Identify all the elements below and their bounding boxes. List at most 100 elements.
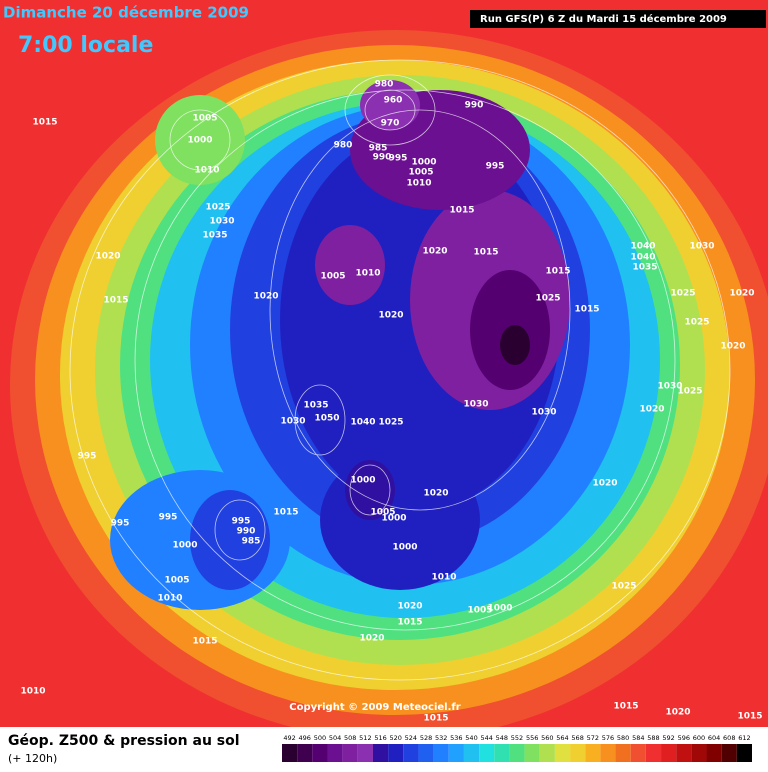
legend-swatch: [282, 744, 298, 762]
isobar-label: 995: [232, 517, 251, 527]
isobar-label: 995: [78, 452, 97, 462]
isobar-label: 1040: [630, 242, 655, 252]
legend-swatch: [494, 744, 510, 762]
legend-swatch: [736, 744, 752, 762]
isobar-label: 1010: [355, 269, 380, 279]
isobar-label: 1025: [205, 203, 230, 213]
legend-label: 508: [344, 734, 356, 742]
legend-label: 568: [571, 734, 583, 742]
isobar-label: 1050: [314, 414, 339, 424]
isobar-label: 1000: [411, 158, 436, 168]
isobar-label: 1025: [677, 387, 702, 397]
legend-label: 592: [662, 734, 674, 742]
run-box: [470, 10, 766, 28]
isobar-label: 1020: [95, 252, 120, 262]
legend-label: 532: [435, 734, 447, 742]
legend-label: 556: [526, 734, 538, 742]
isobar-label: 1010: [157, 594, 182, 604]
isobar-label: 1005: [164, 576, 189, 586]
isobar-label: 1015: [574, 305, 599, 315]
isobar-label: 1020: [253, 292, 278, 302]
isobar-label: 1015: [545, 267, 570, 277]
legend-label: 612: [738, 734, 750, 742]
isobar-label: 995: [389, 154, 408, 164]
legend-label: 536: [450, 734, 462, 742]
legend-label: 500: [314, 734, 326, 742]
legend-swatch: [524, 744, 540, 762]
isobar-label: 985: [369, 144, 388, 154]
legend-swatch: [372, 744, 389, 762]
legend-label: 596: [678, 734, 690, 742]
legend-label: 576: [602, 734, 614, 742]
isobar-label: 1020: [397, 602, 422, 612]
isobar-label: 1020: [422, 247, 447, 257]
isobar-label: 995: [111, 519, 130, 529]
map-background: [0, 0, 768, 740]
legend-label: 572: [587, 734, 599, 742]
isobar-label: 1025: [670, 289, 695, 299]
isobar-label: 1020: [729, 289, 754, 299]
isobar-label: 1020: [423, 489, 448, 499]
isobar-label: 1040: [630, 253, 655, 263]
run-info: Run GFS(P) 6 Z du Mardi 15 décembre 2009: [480, 13, 727, 25]
isobar-label: 1005: [408, 168, 433, 178]
isobar-label: 1000: [187, 136, 212, 146]
isobar-label: 1025: [378, 418, 403, 428]
legend-swatch: [554, 744, 571, 762]
isobar-label: 1030: [463, 400, 488, 410]
legend-swatch: [463, 744, 480, 762]
isobar-label: 1015: [273, 508, 298, 518]
color-legend: 492 496 500 504 508 512 516 520 524 528 532 536 540 5…: [282, 734, 752, 762]
legend-label: 492: [283, 734, 295, 742]
legend-label: 528: [420, 734, 432, 742]
isobar-label: 1015: [613, 702, 638, 712]
legend-label: 520: [389, 734, 401, 742]
legend-swatch: [600, 744, 616, 762]
isobar-label: 985: [242, 537, 261, 547]
legend-swatch: [661, 744, 677, 762]
isobar-label: 1020: [359, 634, 384, 644]
date-title: Dimanche 20 décembre 2009: [3, 4, 249, 22]
local-time: 7:00 locale: [18, 33, 153, 58]
legend-label: 504: [329, 734, 341, 742]
isobar-label: 1025: [684, 318, 709, 328]
legend-label: 524: [405, 734, 417, 742]
footer-title: Géop. Z500 & pression au sol: [8, 733, 240, 749]
copyright: Copyright © 2009 Meteociel.fr: [289, 702, 460, 713]
legend-label: 580: [617, 734, 629, 742]
isobar-label: 1015: [103, 296, 128, 306]
isobar-label: 1025: [535, 294, 560, 304]
isobar-label: 1030: [209, 217, 234, 227]
legend-label: 516: [374, 734, 386, 742]
legend-swatch: [645, 744, 662, 762]
isobar-label: 1000: [487, 604, 512, 614]
isobar-label: 1010: [194, 166, 219, 176]
isobar-label: 1005: [370, 508, 395, 518]
isobar-label: 1030: [280, 417, 305, 427]
legend-label: 600: [693, 734, 705, 742]
legend-swatch: [342, 744, 358, 762]
isobar-label: 1020: [639, 405, 664, 415]
legend-label: 560: [541, 734, 553, 742]
legend-swatch: [327, 744, 343, 762]
isobar-label: 980: [375, 80, 394, 90]
isobar-label: 1000: [392, 543, 417, 553]
isobar-label: 1010: [406, 179, 431, 189]
isobar-label: 995: [159, 513, 178, 523]
isobar-label: 980: [334, 141, 353, 151]
legend-label: 544: [480, 734, 492, 742]
isobar-label: 990: [237, 527, 256, 537]
isobar-label: 1015: [192, 637, 217, 647]
isobar-label: 990: [465, 101, 484, 111]
legend-label: 540: [465, 734, 477, 742]
isobar-label: 1030: [657, 382, 682, 392]
legend-swatch: [630, 744, 646, 762]
isobar-label: 1035: [632, 263, 657, 273]
legend-label: 584: [632, 734, 644, 742]
legend-swatch: [403, 744, 419, 762]
legend-swatch: [388, 744, 404, 762]
legend-label: 552: [511, 734, 523, 742]
legend-label: 496: [299, 734, 311, 742]
legend-swatch: [312, 744, 328, 762]
isobar-label: 1000: [381, 514, 406, 524]
